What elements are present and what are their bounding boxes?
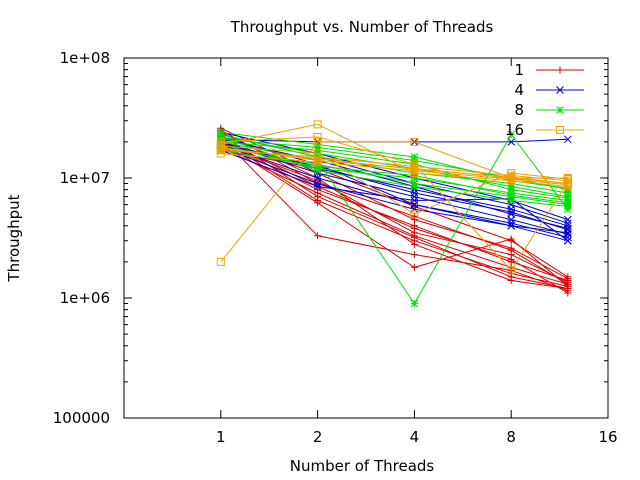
plus-marker — [507, 276, 515, 284]
x-tick-label: 8 — [506, 428, 516, 446]
plus-marker — [564, 273, 572, 281]
plus-marker — [410, 263, 418, 271]
star-marker — [216, 133, 225, 141]
star-marker — [507, 185, 516, 194]
star-marker — [507, 191, 516, 199]
x-marker — [563, 135, 572, 144]
square-marker — [556, 126, 564, 134]
chart-title: Throughput vs. Number of Threads — [230, 18, 494, 36]
legend-label: 4 — [514, 81, 524, 99]
x-marker — [507, 221, 516, 230]
x-tick-label: 1 — [216, 428, 226, 446]
series-line — [220, 146, 568, 184]
plus-marker — [410, 224, 418, 232]
square-marker — [563, 175, 572, 184]
square-marker — [313, 149, 322, 158]
plus-marker — [410, 232, 418, 240]
x-axis-label: Number of Threads — [290, 457, 435, 475]
plus-marker — [314, 232, 322, 240]
square-marker — [313, 120, 322, 129]
x-marker — [563, 236, 572, 245]
x-tick-label: 16 — [598, 428, 617, 446]
y-tick-label: 100000 — [53, 409, 110, 427]
x-marker — [507, 208, 516, 216]
star-marker — [216, 128, 225, 137]
square-marker — [216, 141, 225, 150]
y-axis-label: Throughput — [5, 194, 23, 282]
x-marker — [410, 196, 419, 205]
legend-label: 8 — [514, 101, 524, 119]
y-tick-label: 1e+07 — [60, 169, 110, 187]
star-marker — [563, 199, 572, 207]
legend: 1 4 8 16 — [505, 61, 584, 139]
series-16 — [216, 120, 572, 275]
series-line — [220, 148, 568, 184]
plus-marker — [410, 251, 418, 259]
legend-label: 16 — [505, 121, 524, 139]
star-marker — [507, 196, 516, 205]
series-line — [220, 153, 568, 186]
square-marker — [313, 137, 322, 146]
square-marker — [507, 169, 516, 178]
plus-marker — [314, 199, 322, 207]
star-marker — [563, 194, 572, 202]
star-marker — [410, 299, 419, 308]
plus-marker — [410, 240, 418, 248]
x-tick-label: 2 — [313, 428, 323, 446]
x-marker — [313, 182, 322, 191]
plus-marker — [556, 66, 564, 74]
plot-area: 1 2 4 8 16 100000 1e+06 1e+07 1e+08 — [53, 49, 618, 446]
square-marker — [313, 154, 322, 163]
series-line — [220, 145, 568, 215]
star-marker — [507, 130, 516, 139]
x-marker — [563, 224, 572, 233]
plus-marker — [507, 237, 515, 245]
x-marker — [507, 215, 516, 224]
star-marker — [563, 189, 572, 197]
star-marker — [410, 171, 419, 180]
series-line — [220, 136, 569, 272]
x-marker — [563, 215, 572, 224]
star-marker — [313, 162, 322, 171]
x-marker — [410, 192, 419, 201]
x-marker — [410, 189, 419, 197]
square-marker — [507, 266, 516, 275]
x-marker — [410, 205, 419, 214]
plus-marker — [564, 282, 572, 290]
star-marker — [313, 166, 322, 175]
plus-marker — [314, 189, 322, 197]
y-tick-label: 1e+06 — [60, 289, 110, 307]
series-line — [220, 129, 569, 285]
plot-frame — [123, 57, 609, 419]
star-marker — [313, 140, 322, 149]
square-marker — [563, 179, 572, 188]
star-marker — [410, 182, 419, 191]
series-line — [220, 141, 568, 263]
x-marker — [563, 225, 572, 234]
legend-label: 1 — [514, 61, 524, 79]
star-marker — [556, 106, 564, 114]
square-marker — [410, 210, 419, 219]
x-marker — [556, 86, 564, 94]
square-marker — [410, 160, 419, 169]
square-marker — [216, 257, 225, 266]
plus-marker — [564, 289, 572, 297]
x-tick-label: 4 — [410, 428, 420, 446]
series-line — [220, 149, 568, 182]
plus-marker — [507, 255, 515, 263]
y-tick-label: 1e+08 — [60, 49, 110, 67]
star-marker — [410, 153, 419, 161]
square-marker — [410, 165, 419, 174]
square-marker — [216, 149, 225, 158]
plus-marker — [507, 244, 515, 252]
square-marker — [410, 137, 419, 146]
square-marker — [313, 132, 322, 141]
